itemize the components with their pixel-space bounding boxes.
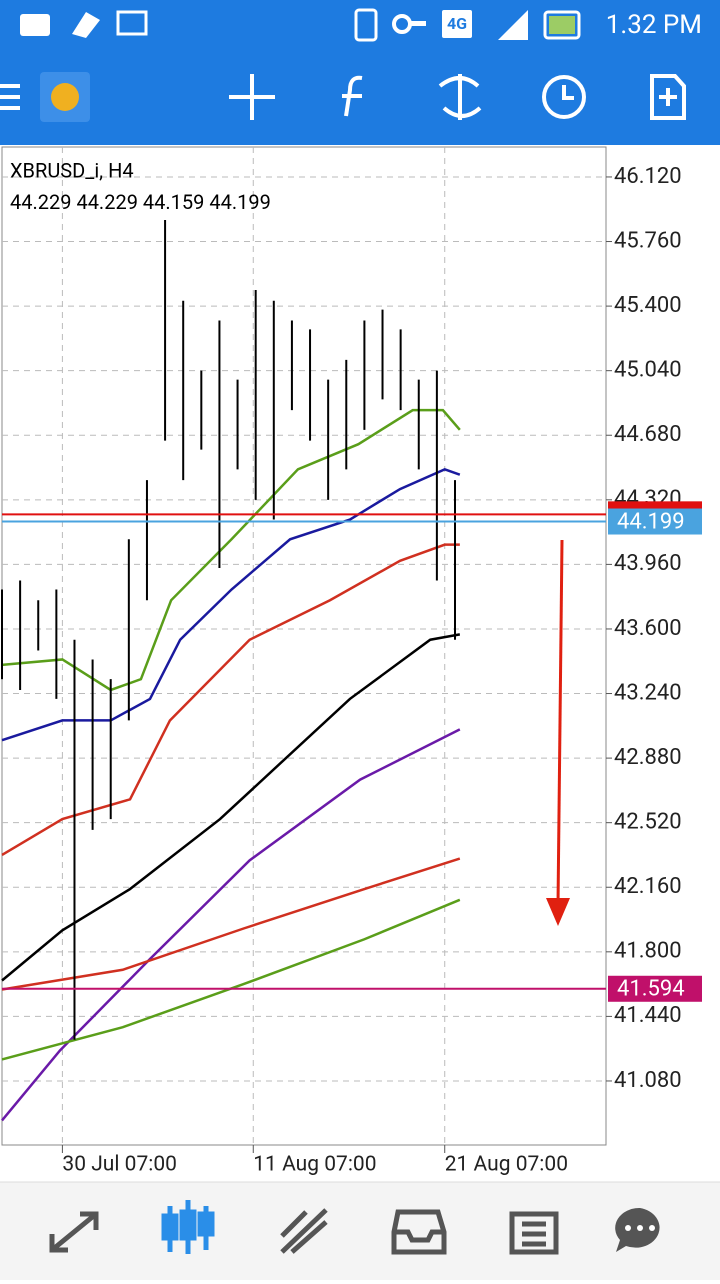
arrow-annotation (556, 539, 564, 906)
clock: 1.32 PM (606, 10, 702, 40)
arrow-head (546, 898, 570, 926)
network-type: 4G (447, 14, 467, 33)
y-tick-label: 41.080 (614, 1068, 682, 1093)
period-button[interactable] (542, 75, 586, 119)
x-tick-label: 21 Aug 07:00 (445, 1153, 568, 1177)
y-tick-label: 43.960 (614, 551, 682, 576)
crosshair-button[interactable] (229, 74, 275, 120)
open: 44.229 (10, 190, 71, 214)
y-tick-label: 43.600 (614, 616, 682, 641)
moving-average (1, 728, 461, 1122)
nav-trade[interactable] (280, 1208, 328, 1254)
price-label: 44.199 (617, 509, 685, 534)
nav-quotes[interactable] (49, 1211, 99, 1253)
price-label-bg (608, 508, 702, 535)
y-tick-label: 46.120 (614, 164, 682, 189)
y-tick-label: 44.680 (614, 422, 682, 447)
menu-button[interactable] (0, 84, 20, 110)
status-icons (20, 8, 581, 42)
y-tick-label: 42.880 (614, 745, 682, 770)
nav-news[interactable] (509, 1211, 559, 1255)
new-order-button[interactable] (650, 74, 686, 120)
nav-chart[interactable] (161, 1200, 215, 1254)
y-tick-label: 42.520 (614, 809, 682, 834)
plot-area (1, 146, 607, 1146)
bottom-nav (0, 1182, 720, 1280)
trade-button[interactable] (438, 74, 482, 120)
close: 44.199 (209, 190, 270, 214)
price-label-bg (608, 975, 702, 1002)
x-tick-label: 30 Jul 07:00 (62, 1153, 177, 1177)
y-tick-label: 43.240 (614, 680, 682, 705)
x-tick-label: 11 Aug 07:00 (253, 1153, 376, 1177)
high: 44.229 (76, 190, 137, 214)
y-tick-label: 41.800 (614, 939, 682, 964)
nav-icons (49, 1200, 660, 1255)
moving-average (1, 543, 460, 857)
moving-average (1, 857, 461, 991)
nav-messages[interactable] (615, 1207, 660, 1252)
price-label: 41.594 (617, 977, 685, 1002)
chart-symbol: XBRUSD_i, H4 (10, 158, 134, 182)
plot (1, 147, 606, 1145)
moving-average (1, 408, 461, 692)
app-bar-bg (0, 0, 720, 145)
y-tick-label: 42.160 (614, 874, 682, 899)
low: 44.159 (143, 190, 204, 214)
y-tick-label: 45.760 (614, 228, 682, 253)
indicators-button[interactable] (342, 75, 363, 117)
ohlc-readout: 44.229 44.229 44.159 44.199 (10, 190, 271, 214)
y-tick-label: 45.400 (614, 293, 682, 318)
y-tick-label: 45.040 (614, 357, 682, 382)
moving-average (1, 467, 461, 742)
moving-average (1, 633, 461, 982)
nav-history[interactable] (391, 1209, 447, 1255)
y-tick-label: 41.440 (614, 1003, 682, 1028)
toolbar (0, 72, 686, 122)
moving-average (1, 898, 461, 1061)
